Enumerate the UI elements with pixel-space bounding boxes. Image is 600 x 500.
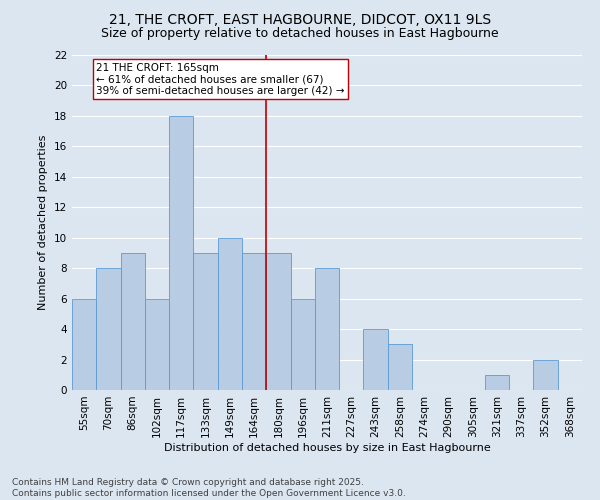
Bar [193,253,218,390]
Bar [315,268,339,390]
Bar [533,360,558,390]
X-axis label: Distribution of detached houses by size in East Hagbourne: Distribution of detached houses by size … [164,442,490,452]
Y-axis label: Number of detached properties: Number of detached properties [38,135,49,310]
Bar [218,238,242,390]
Bar [242,253,266,390]
Bar [266,253,290,390]
Text: 21 THE CROFT: 165sqm
← 61% of detached houses are smaller (67)
39% of semi-detac: 21 THE CROFT: 165sqm ← 61% of detached h… [96,62,345,96]
Bar [72,298,96,390]
Text: Contains HM Land Registry data © Crown copyright and database right 2025.
Contai: Contains HM Land Registry data © Crown c… [12,478,406,498]
Text: 21, THE CROFT, EAST HAGBOURNE, DIDCOT, OX11 9LS: 21, THE CROFT, EAST HAGBOURNE, DIDCOT, O… [109,12,491,26]
Bar [485,375,509,390]
Bar [388,344,412,390]
Bar [145,298,169,390]
Bar [96,268,121,390]
Bar [290,298,315,390]
Bar [121,253,145,390]
Text: Size of property relative to detached houses in East Hagbourne: Size of property relative to detached ho… [101,28,499,40]
Bar [169,116,193,390]
Bar [364,329,388,390]
